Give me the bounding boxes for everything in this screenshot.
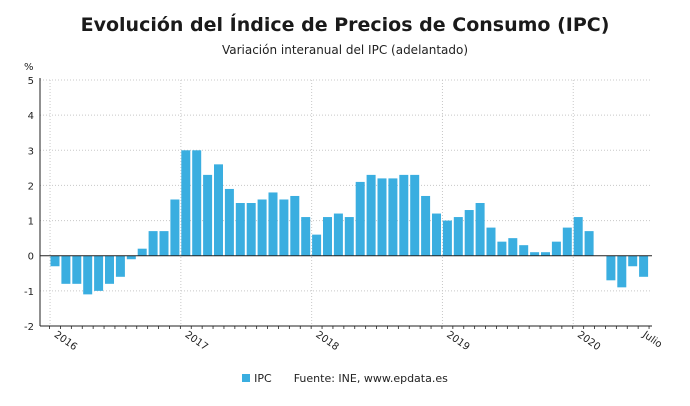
y-tick-label: 2	[28, 181, 34, 192]
y-tick-label: 3	[28, 146, 34, 157]
bar-2017-06	[235, 203, 245, 256]
y-axis-label: %	[24, 62, 34, 73]
x-tick-label: Julio	[640, 329, 664, 351]
bar-2020-02	[584, 231, 594, 256]
bar-2016-07	[115, 255, 125, 277]
bar-2019-05	[486, 227, 496, 256]
x-tick-label: 2016	[52, 329, 79, 353]
bar-2019-07	[508, 238, 518, 256]
bar-2018-08	[388, 178, 398, 256]
bar-2017-12	[301, 217, 311, 256]
bar-2018-01	[312, 234, 322, 256]
bar-2018-09	[399, 174, 409, 256]
bar-2016-08	[126, 255, 136, 260]
legend-label-ipc: IPC	[254, 372, 272, 385]
bar-2016-01	[50, 255, 60, 267]
bar-2019-03	[464, 210, 474, 256]
bar-2017-08	[257, 199, 267, 256]
x-tick-label: 2017	[183, 329, 210, 353]
bar-2020-06	[628, 255, 638, 267]
bar-2018-07	[377, 178, 387, 256]
bar-2018-02	[323, 217, 332, 256]
bar-2018-12	[432, 213, 441, 256]
y-axis-ticks: -2 -1 0 1 2 3 4 5	[24, 76, 34, 333]
bar-2016-11	[159, 231, 169, 256]
bar-2016-12	[170, 199, 180, 256]
bar-2017-10	[279, 199, 289, 256]
bar-2016-02	[61, 255, 71, 284]
bar-2020-05	[617, 255, 627, 288]
x-axis-ticks: 2016 2017 2018 2019 2020 Julio	[52, 329, 664, 353]
bar-2018-04	[344, 217, 354, 256]
y-tick-label: -1	[24, 287, 34, 298]
bar-2018-06	[366, 174, 376, 256]
y-tick-label: 4	[28, 111, 34, 122]
bar-2020-04	[606, 255, 616, 281]
bar-2020-01	[573, 217, 583, 256]
bar-2017-02	[192, 150, 202, 256]
bar-2020-07	[639, 255, 649, 277]
legend-swatch-ipc	[242, 374, 251, 382]
legend: IPC Fuente: INE, www.epdata.es	[0, 372, 690, 385]
bar-2016-06	[105, 255, 114, 284]
chart-title: Evolución del Índice de Precios de Consu…	[80, 14, 610, 36]
bar-2019-09	[530, 252, 540, 256]
bar-2016-05	[94, 255, 104, 291]
bar-2019-12	[562, 227, 572, 256]
bar-2017-04	[214, 164, 223, 256]
source-note: Fuente: INE, www.epdata.es	[293, 372, 448, 385]
bar-2019-11	[551, 241, 561, 256]
bar-2018-10	[410, 174, 420, 256]
bar-2019-06	[497, 241, 507, 256]
bar-2016-03	[72, 255, 82, 284]
y-tick-label: 0	[28, 252, 34, 263]
bar-2017-03	[203, 174, 213, 256]
bar-2019-01	[442, 220, 452, 256]
bar-2018-05	[355, 181, 365, 256]
x-tick-label: 2020	[575, 329, 602, 353]
y-tick-label: -2	[24, 322, 34, 333]
bar-2018-03	[333, 213, 343, 256]
bar-2019-04	[475, 203, 485, 256]
bar-2016-09	[137, 248, 147, 256]
bar-2017-05	[224, 188, 234, 256]
grid-lines	[40, 79, 652, 327]
bar-2019-02	[453, 217, 463, 256]
bar-2019-08	[519, 245, 529, 256]
bar-2017-09	[268, 192, 278, 256]
bar-series	[50, 150, 649, 295]
bar-2017-11	[290, 195, 300, 256]
chart-subtitle: Variación interanual del IPC (adelantado…	[221, 43, 469, 57]
y-tick-label: 1	[28, 217, 34, 228]
axes	[39, 78, 652, 329]
bar-2016-04	[83, 255, 93, 295]
x-tick-label: 2018	[313, 329, 340, 353]
bar-2019-10	[541, 252, 550, 256]
x-tick-label: 2019	[444, 329, 471, 353]
bar-2018-11	[421, 195, 431, 256]
y-tick-label: 5	[28, 76, 34, 87]
bar-2017-01	[181, 150, 191, 256]
bar-2016-10	[148, 231, 158, 256]
bar-2017-07	[246, 203, 256, 256]
